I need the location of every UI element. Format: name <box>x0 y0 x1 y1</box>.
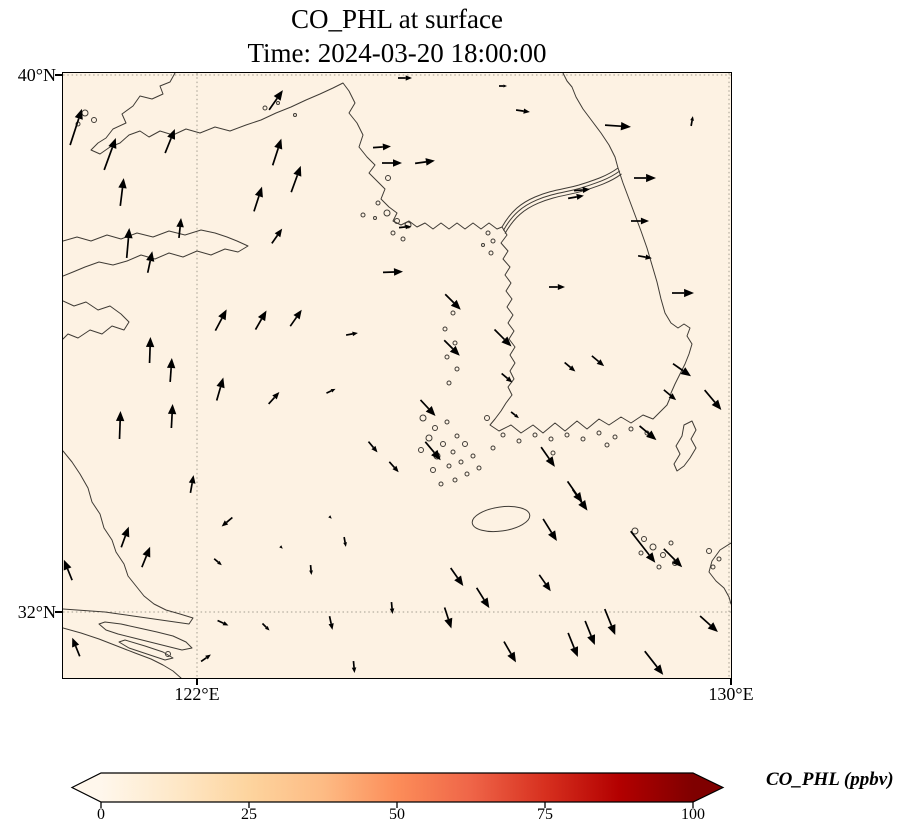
colorbar-tick-50: 50 <box>389 806 405 823</box>
colorbar-tick-marks <box>100 802 694 808</box>
coastline-korea-west-south <box>489 226 671 434</box>
tsushima-island <box>673 420 697 472</box>
colorbar-tick-0: 0 <box>97 806 105 823</box>
plot-title-line1: CO_PHL at surface <box>291 4 503 34</box>
coastline-kyushu-edge <box>708 542 731 605</box>
xtick-122E-mark <box>196 678 198 685</box>
xtick-122E: 122°E <box>174 684 220 704</box>
islands <box>75 101 722 657</box>
colorbar <box>70 772 725 808</box>
colorbar-gradient <box>70 772 725 803</box>
colorbar-tick-100: 100 <box>681 806 705 823</box>
coastline-yangtze-sliver <box>118 639 174 661</box>
ytick-40N: 40°N <box>17 65 56 85</box>
coastlines <box>63 73 731 678</box>
colorbar-label: CO_PHL (ppbv) <box>766 769 894 790</box>
xtick-130E-mark <box>730 678 732 685</box>
map-panel <box>62 72 732 679</box>
xtick-130E: 130°E <box>708 684 754 704</box>
coastline-chongming-island <box>98 621 193 651</box>
jeju-island <box>471 505 531 533</box>
coastline-shandong-south <box>63 300 130 340</box>
coastline-korea-east <box>562 73 693 399</box>
plot-title-line2: Time: 2024-03-20 18:00:00 <box>247 38 547 68</box>
ytick-32N-mark <box>55 611 63 613</box>
colorbar-tick-25: 25 <box>241 806 257 823</box>
coastline-shandong <box>63 229 249 277</box>
wind-vectors <box>63 75 722 675</box>
coastline-jiangsu <box>63 450 194 625</box>
colorbar-tick-75: 75 <box>537 806 553 823</box>
coastline-china-nkorea-west <box>90 73 503 230</box>
ytick-40N-mark <box>55 74 63 76</box>
coastline-dmz-band <box>501 167 622 234</box>
ytick-32N: 32°N <box>17 602 56 622</box>
plot-title: CO_PHL at surface Time: 2024-03-20 18:00… <box>63 2 731 70</box>
coastline-yangtze-south-bank <box>63 627 182 678</box>
map-canvas <box>63 73 731 678</box>
gridlines <box>63 73 731 678</box>
